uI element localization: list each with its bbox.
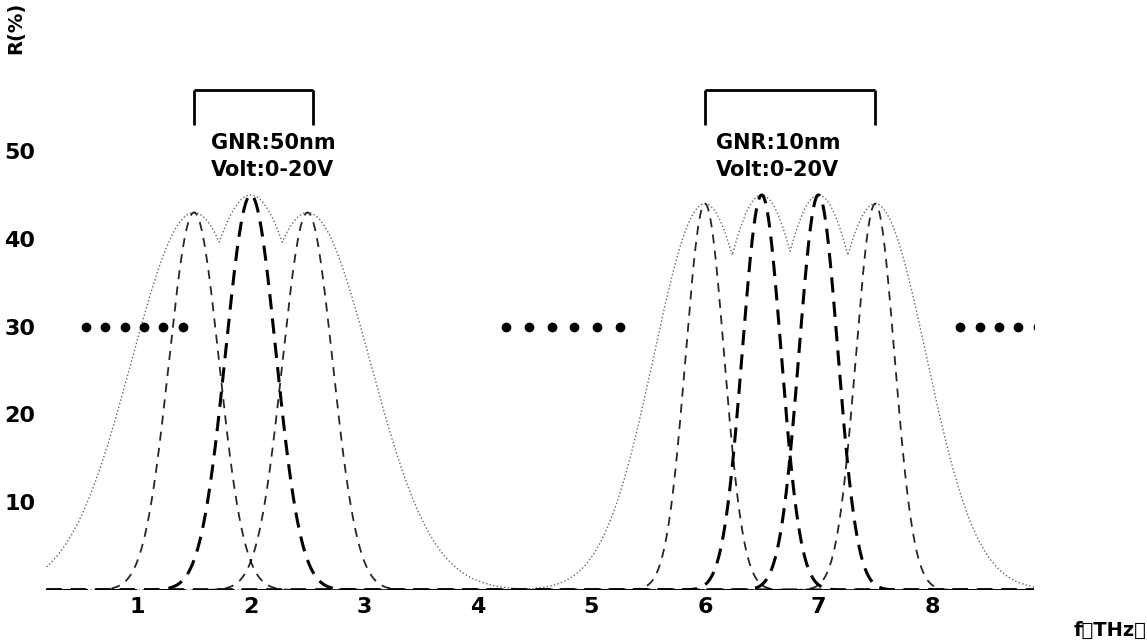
Text: f（THz）: f（THz） xyxy=(1074,621,1147,639)
Text: GNR:10nm
Volt:0-20V: GNR:10nm Volt:0-20V xyxy=(716,134,841,180)
Text: GNR:50nm
Volt:0-20V: GNR:50nm Volt:0-20V xyxy=(211,134,336,180)
Text: R(%): R(%) xyxy=(7,2,25,55)
